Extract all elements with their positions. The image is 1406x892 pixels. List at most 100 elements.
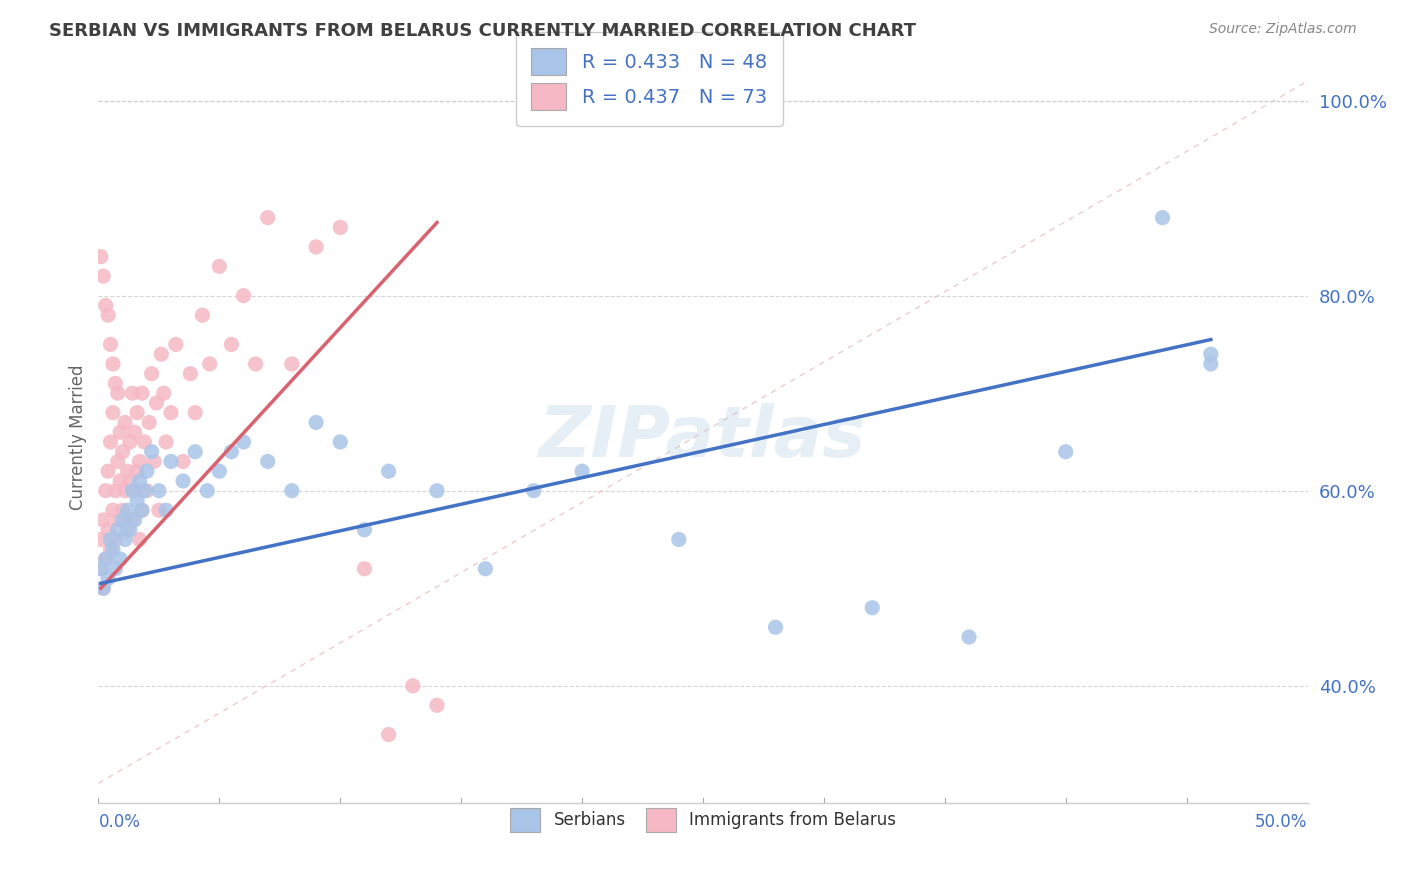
Point — [184, 444, 207, 458]
Point — [90, 533, 112, 547]
Point — [860, 600, 883, 615]
Point — [117, 503, 139, 517]
Point — [97, 464, 120, 478]
Point — [668, 533, 690, 547]
Point — [131, 503, 153, 517]
Point — [1054, 444, 1077, 458]
Point — [94, 298, 117, 312]
Point — [108, 474, 131, 488]
Point — [94, 483, 117, 498]
Point — [135, 464, 157, 478]
Point — [145, 396, 167, 410]
Point — [765, 620, 787, 634]
Point — [131, 386, 153, 401]
Point — [571, 464, 593, 478]
Point — [91, 581, 114, 595]
Point — [195, 483, 218, 498]
Point — [128, 454, 150, 468]
Point — [108, 425, 131, 440]
Point — [101, 357, 124, 371]
Point — [141, 444, 163, 458]
Point — [118, 434, 141, 449]
Point — [141, 367, 163, 381]
Point — [127, 406, 149, 420]
Point — [148, 503, 170, 517]
Point — [117, 464, 139, 478]
Point — [107, 513, 129, 527]
Point — [377, 727, 399, 741]
Point — [118, 474, 141, 488]
Point — [221, 444, 243, 458]
Point — [1199, 347, 1222, 361]
Point — [281, 483, 304, 498]
Point — [117, 523, 139, 537]
Point — [148, 483, 170, 498]
Point — [124, 513, 146, 527]
Point — [90, 562, 112, 576]
Point — [208, 260, 231, 274]
Point — [377, 464, 399, 478]
Point — [131, 503, 153, 517]
Point — [91, 581, 114, 595]
Point — [111, 503, 134, 517]
Point — [111, 513, 134, 527]
Point — [97, 308, 120, 322]
Point — [107, 454, 129, 468]
Point — [305, 240, 328, 254]
Point — [152, 386, 174, 401]
Point — [134, 483, 156, 498]
Point — [160, 406, 183, 420]
Point — [100, 542, 122, 557]
Point — [150, 347, 173, 361]
Point — [160, 454, 183, 468]
Point — [281, 357, 304, 371]
Point — [256, 454, 278, 468]
Point — [100, 533, 122, 547]
Text: Source: ZipAtlas.com: Source: ZipAtlas.com — [1209, 22, 1357, 37]
Point — [128, 533, 150, 547]
Point — [114, 483, 136, 498]
Point — [353, 523, 375, 537]
Point — [101, 406, 124, 420]
Point — [329, 434, 352, 449]
Point — [124, 425, 146, 440]
Point — [165, 337, 187, 351]
Point — [101, 542, 124, 557]
Point — [104, 562, 127, 576]
Point — [118, 523, 141, 537]
Point — [172, 474, 194, 488]
Text: SERBIAN VS IMMIGRANTS FROM BELARUS CURRENTLY MARRIED CORRELATION CHART: SERBIAN VS IMMIGRANTS FROM BELARUS CURRE… — [49, 22, 917, 40]
Point — [143, 454, 166, 468]
Point — [172, 454, 194, 468]
Point — [128, 474, 150, 488]
Point — [97, 572, 120, 586]
Point — [114, 533, 136, 547]
Point — [104, 483, 127, 498]
Point — [107, 523, 129, 537]
Point — [221, 337, 243, 351]
Point — [138, 416, 160, 430]
Point — [474, 562, 496, 576]
Point — [94, 552, 117, 566]
Point — [121, 386, 143, 401]
Point — [155, 503, 177, 517]
Point — [97, 523, 120, 537]
Point — [305, 416, 328, 430]
Point — [91, 269, 114, 284]
Point — [957, 630, 980, 644]
Point — [208, 464, 231, 478]
Point — [90, 250, 112, 264]
Point — [111, 444, 134, 458]
Point — [426, 698, 449, 713]
Point — [100, 337, 122, 351]
Point — [127, 493, 149, 508]
Point — [232, 288, 254, 302]
Point — [155, 434, 177, 449]
Point — [245, 357, 267, 371]
Text: ZIPatlas: ZIPatlas — [540, 402, 866, 472]
Point — [90, 562, 112, 576]
Text: 0.0%: 0.0% — [98, 813, 141, 830]
Point — [402, 679, 425, 693]
Point — [124, 483, 146, 498]
Point — [108, 552, 131, 566]
